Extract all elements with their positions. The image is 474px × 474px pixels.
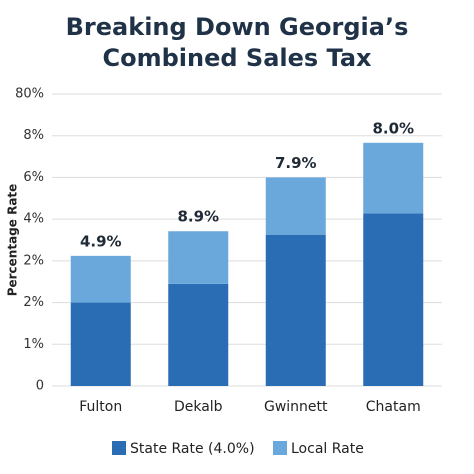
y-tick-label: 8% bbox=[23, 128, 44, 143]
x-tick-label: Fulton bbox=[79, 399, 122, 415]
legend-swatch bbox=[112, 441, 126, 455]
x-tick-label: Chatam bbox=[366, 399, 421, 415]
bar-segment bbox=[265, 177, 326, 235]
x-tick-label: Dekalb bbox=[174, 399, 223, 415]
bar-total-label: 7.9% bbox=[275, 154, 317, 172]
bar-segment bbox=[70, 255, 131, 303]
y-tick-label: 6% bbox=[23, 170, 44, 185]
y-tick-label: 2% bbox=[23, 295, 44, 310]
bar-segment bbox=[363, 142, 424, 214]
x-tick-label: Gwinnett bbox=[264, 399, 328, 415]
y-tick-label: 80% bbox=[15, 87, 44, 102]
legend-swatch bbox=[273, 441, 287, 455]
y-tick-label: 4% bbox=[23, 212, 44, 227]
bar-total-label: 8.0% bbox=[372, 119, 414, 137]
bar-segment bbox=[70, 302, 131, 386]
legend-label: State Rate (4.0%) bbox=[130, 441, 255, 457]
y-tick-label: 0 bbox=[36, 379, 44, 394]
bar-segment bbox=[168, 283, 229, 386]
bar-total-label: 8.9% bbox=[177, 208, 219, 226]
bar-segment bbox=[168, 231, 229, 284]
y-axis-label: Percentage Rate bbox=[6, 184, 20, 297]
chart-title: Combined Sales Tax bbox=[103, 44, 373, 72]
chart-title: Breaking Down Georgia’s bbox=[66, 13, 409, 41]
y-tick-label: 1% bbox=[23, 337, 44, 352]
y-tick-label: 2% bbox=[23, 253, 44, 268]
bar-total-label: 4.9% bbox=[80, 232, 122, 250]
bar-segment bbox=[265, 234, 326, 386]
legend-label: Local Rate bbox=[291, 441, 364, 457]
bar-segment bbox=[363, 213, 424, 386]
